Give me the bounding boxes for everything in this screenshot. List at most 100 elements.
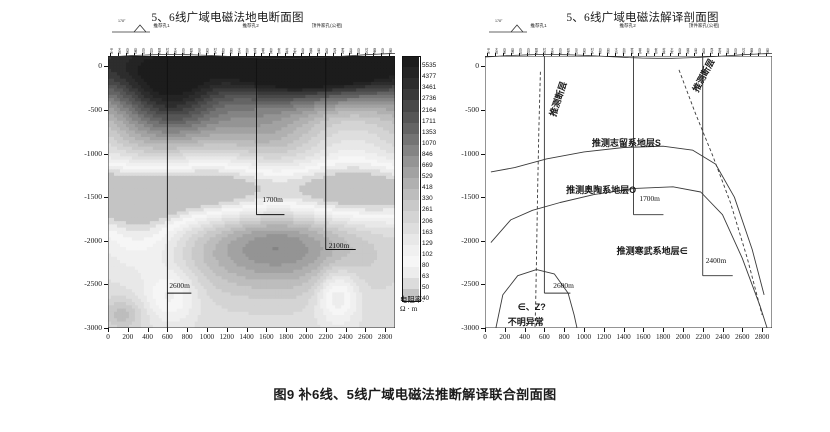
station-label: 亚马 <box>260 47 265 53</box>
x-tick <box>762 328 764 332</box>
geology-label: 不明异常 <box>507 316 544 327</box>
borehole-depth-note: 2100m <box>328 240 350 250</box>
station-tick <box>662 53 664 56</box>
station-label-strip: 平台 木召 白亚 自克 白马 白村 阿家 村召 木亚 白自 召家 马白 白克 村马 白亚 自召 木白 白村 家自 亚马… <box>485 31 772 55</box>
station-label: 村白 <box>741 47 746 53</box>
station-tick <box>694 53 696 56</box>
station-tick <box>758 53 760 56</box>
station-tick <box>197 53 199 56</box>
station-tick <box>654 53 656 56</box>
station-tick <box>718 53 720 56</box>
panel-resistivity-section: 5、6线广域电磁法地电断面图 0 -500 -1000 -1500 -2000 -2500… <box>0 0 455 372</box>
y-axis-label: -2000 <box>461 235 479 245</box>
station-label: 自马 <box>693 47 698 53</box>
station-label: 阿家 <box>533 47 538 53</box>
station-label: 自召 <box>605 47 610 53</box>
colorbar-swatch <box>402 244 419 257</box>
y-tick <box>481 66 485 68</box>
x-axis-label: 2600 <box>735 333 750 341</box>
colorbar-swatch <box>402 167 419 179</box>
colorbar-value: 2164 <box>422 106 437 114</box>
panel-interpretation-section: 5、6线广域电磁法解译剖面图 0 -500 -1000 -1500 -2000 -2500… <box>455 0 830 372</box>
x-tick <box>702 328 704 332</box>
station-tick <box>670 53 672 56</box>
colorbar-value: 2736 <box>422 95 437 103</box>
station-label: 白亚 <box>597 47 602 53</box>
colorbar-swatch <box>402 255 419 268</box>
x-axis-label: 400 <box>519 333 530 341</box>
station-label: 白马 <box>140 47 145 53</box>
colorbar-swatch <box>402 211 419 223</box>
y-axis-label: -3000 <box>84 323 102 332</box>
x-tick <box>583 328 585 332</box>
station-tick <box>333 53 335 56</box>
station-label: 木召 <box>494 47 499 53</box>
station-label: 亚村 <box>308 47 313 53</box>
station-tick <box>229 53 231 56</box>
station-tick <box>261 53 263 56</box>
x-axis-label: 800 <box>558 333 570 341</box>
borehole-label: 推荐孔2 <box>619 23 636 28</box>
x-tick <box>385 328 387 332</box>
station-tick <box>285 53 287 56</box>
colorbar-value: 846 <box>422 150 433 158</box>
station-label: 召白 <box>276 47 281 53</box>
x-tick <box>127 328 129 332</box>
x-tick <box>682 328 684 332</box>
station-tick <box>213 53 215 56</box>
station-tick <box>141 53 143 56</box>
x-tick <box>266 328 268 332</box>
station-tick <box>686 53 688 56</box>
station-label: 白克 <box>581 47 586 53</box>
station-label: 家村 <box>340 47 345 53</box>
x-axis-label: 2800 <box>377 333 393 341</box>
station-label: 白自 <box>356 47 361 53</box>
colorbar-value: 330 <box>422 195 433 203</box>
x-tick <box>603 328 605 332</box>
station-tick <box>598 53 600 56</box>
x-axis-label: 2600 <box>358 333 373 341</box>
station-label: 亚马 <box>637 47 642 53</box>
colorbar-swatch <box>402 67 419 79</box>
station-label: 召家 <box>188 47 193 53</box>
station-tick <box>205 53 207 56</box>
colorbar-value: 50 <box>422 284 430 292</box>
station-tick <box>678 53 680 56</box>
x-axis-label: 0 <box>106 333 110 341</box>
y-tick <box>481 284 485 286</box>
borehole-depth-note: 2400m <box>705 256 727 266</box>
y-axis-label: -500 <box>88 105 102 115</box>
station-label: 白召 <box>324 47 329 53</box>
station-label: 自克 <box>510 47 514 53</box>
x-tick <box>504 328 506 332</box>
station-label: 白自 <box>677 47 682 53</box>
x-tick <box>643 328 645 332</box>
geology-label: 推测寒武系地层∈ <box>616 246 688 257</box>
y-tick <box>104 328 108 329</box>
station-label: 自克 <box>133 47 137 53</box>
station-tick <box>269 53 271 56</box>
station-label: 亚家 <box>749 47 754 53</box>
station-label: 白村 <box>148 47 153 53</box>
station-label: 白村 <box>244 47 249 53</box>
y-axis-label: -2000 <box>84 235 102 245</box>
y-tick <box>104 197 108 199</box>
colorbar-value: 63 <box>422 273 430 280</box>
station-tick <box>381 53 383 56</box>
y-axis-label: -3000 <box>461 323 479 332</box>
x-axis-label: 400 <box>142 333 153 341</box>
colorbar-swatch <box>402 122 419 135</box>
station-tick <box>309 53 311 56</box>
y-axis-label: 0 <box>98 61 102 71</box>
colorbar-swatch <box>402 178 419 190</box>
station-label: 白克 <box>645 47 650 53</box>
y-tick <box>104 153 108 155</box>
station-label: 亚家 <box>372 47 377 53</box>
station-label: 木家 <box>669 47 674 53</box>
station-label: 马亚 <box>348 47 353 53</box>
x-tick <box>167 328 169 332</box>
y-axis-label: -1500 <box>461 192 479 202</box>
x-tick <box>147 328 149 332</box>
colorbar-swatch <box>402 144 419 157</box>
station-tick <box>301 53 303 56</box>
